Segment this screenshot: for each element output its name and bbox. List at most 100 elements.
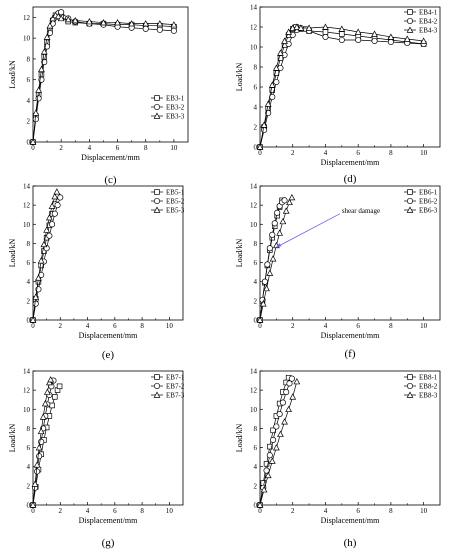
y-axis-label: Load/kN [235,424,244,453]
data-point [56,383,63,390]
data-point [371,30,378,37]
data-point [85,18,93,25]
data-point [403,35,411,42]
y-tick-label: 12 [23,387,31,395]
x-axis-label: Displacement/mm [81,153,140,162]
data-point [35,444,43,451]
x-tick-label: 4 [88,144,92,152]
panel-caption: (e) [102,349,115,361]
x-tick-label: 4 [86,322,90,330]
series-line [32,14,174,143]
y-tick-label: 0 [27,502,31,510]
x-tick-label: 4 [324,149,328,157]
y-tick-label: 0 [254,502,258,510]
data-point [49,402,55,409]
data-point [269,255,277,262]
series-line [259,381,298,506]
legend-marker [153,197,161,205]
data-point [43,33,51,40]
data-point [256,501,264,508]
data-point [261,278,268,285]
data-point [276,411,283,418]
panel-f: 0 2 4 6 8 10 0 2 4 6 8 10 12 14 Displacement/mm Load/kN… [235,183,441,360]
data-point [38,71,45,78]
legend-label: EB6-2 [419,198,438,206]
data-point [267,443,273,450]
data-point [264,100,272,107]
data-point [51,192,59,200]
data-point [259,300,267,307]
legend-marker [406,17,414,25]
legend-marker [407,9,413,15]
data-point [354,28,362,35]
y-tick-label: 4 [254,463,258,471]
data-point [286,380,293,387]
y-tick-label: 0 [254,317,258,325]
data-point [260,486,268,493]
data-point [58,9,65,16]
legend-label: EB5-1 [166,189,185,197]
data-point [273,78,280,86]
legend-marker [406,26,414,33]
data-point [128,20,136,27]
legend-marker [407,374,413,380]
panel-e: 0 2 4 6 8 10 0 2 4 6 8 10 12 14 Displacement/mm Load/kN… [8,183,185,362]
data-point [54,202,61,209]
legend-label: EB4-3 [419,27,438,35]
x-tick-label: 8 [389,322,393,330]
data-point [297,24,305,31]
legend-label: EB6-3 [419,207,438,215]
x-tick-label: 6 [356,507,360,515]
series-EB5-2 [29,194,64,324]
data-point [264,261,271,268]
legend-marker [154,374,160,380]
data-point [288,375,295,382]
data-point [322,29,329,35]
y-tick-label: 2 [254,482,258,490]
data-point [285,28,293,35]
y-tick-label: 14 [250,4,258,12]
data-point [288,193,296,201]
data-point [48,202,56,209]
x-tick-label: 6 [356,149,360,157]
x-tick-label: 2 [291,507,295,515]
x-tick-label: 10 [170,144,178,152]
x-tick-label: 6 [116,144,120,152]
legend-label: EB7-3 [166,392,185,400]
data-point [282,207,290,214]
series-EB8-3 [256,377,301,508]
data-point [170,21,178,28]
data-point [283,389,290,396]
data-point [38,65,45,73]
y-tick-label: 2 [254,124,258,132]
y-tick-label: 12 [250,24,258,32]
y-tick-label: 6 [27,259,31,267]
series-EB3-3 [29,11,178,145]
data-point [387,38,394,46]
y-tick-label: 10 [23,35,31,43]
data-point [46,232,53,239]
data-point [156,26,163,33]
data-point [277,430,284,437]
y-tick-label: 6 [254,444,258,452]
y-tick-label: 4 [27,97,31,105]
data-point [272,64,280,71]
x-tick-label: 10 [420,322,428,330]
data-point [41,400,49,407]
x-tick-label: 10 [420,149,428,157]
data-point [293,23,301,30]
data-point [260,480,267,486]
data-point [37,257,45,264]
panel-g: 0 2 4 6 8 10 0 2 4 6 8 10 12 14 Displacement/mm Load/kN… [8,368,185,550]
annotation-arrow [276,213,341,248]
data-point [29,138,37,145]
data-point [271,220,278,227]
panel-caption: (g) [102,537,115,549]
data-point [47,376,55,383]
data-point [256,316,264,323]
y-tick-label: 10 [23,221,31,229]
